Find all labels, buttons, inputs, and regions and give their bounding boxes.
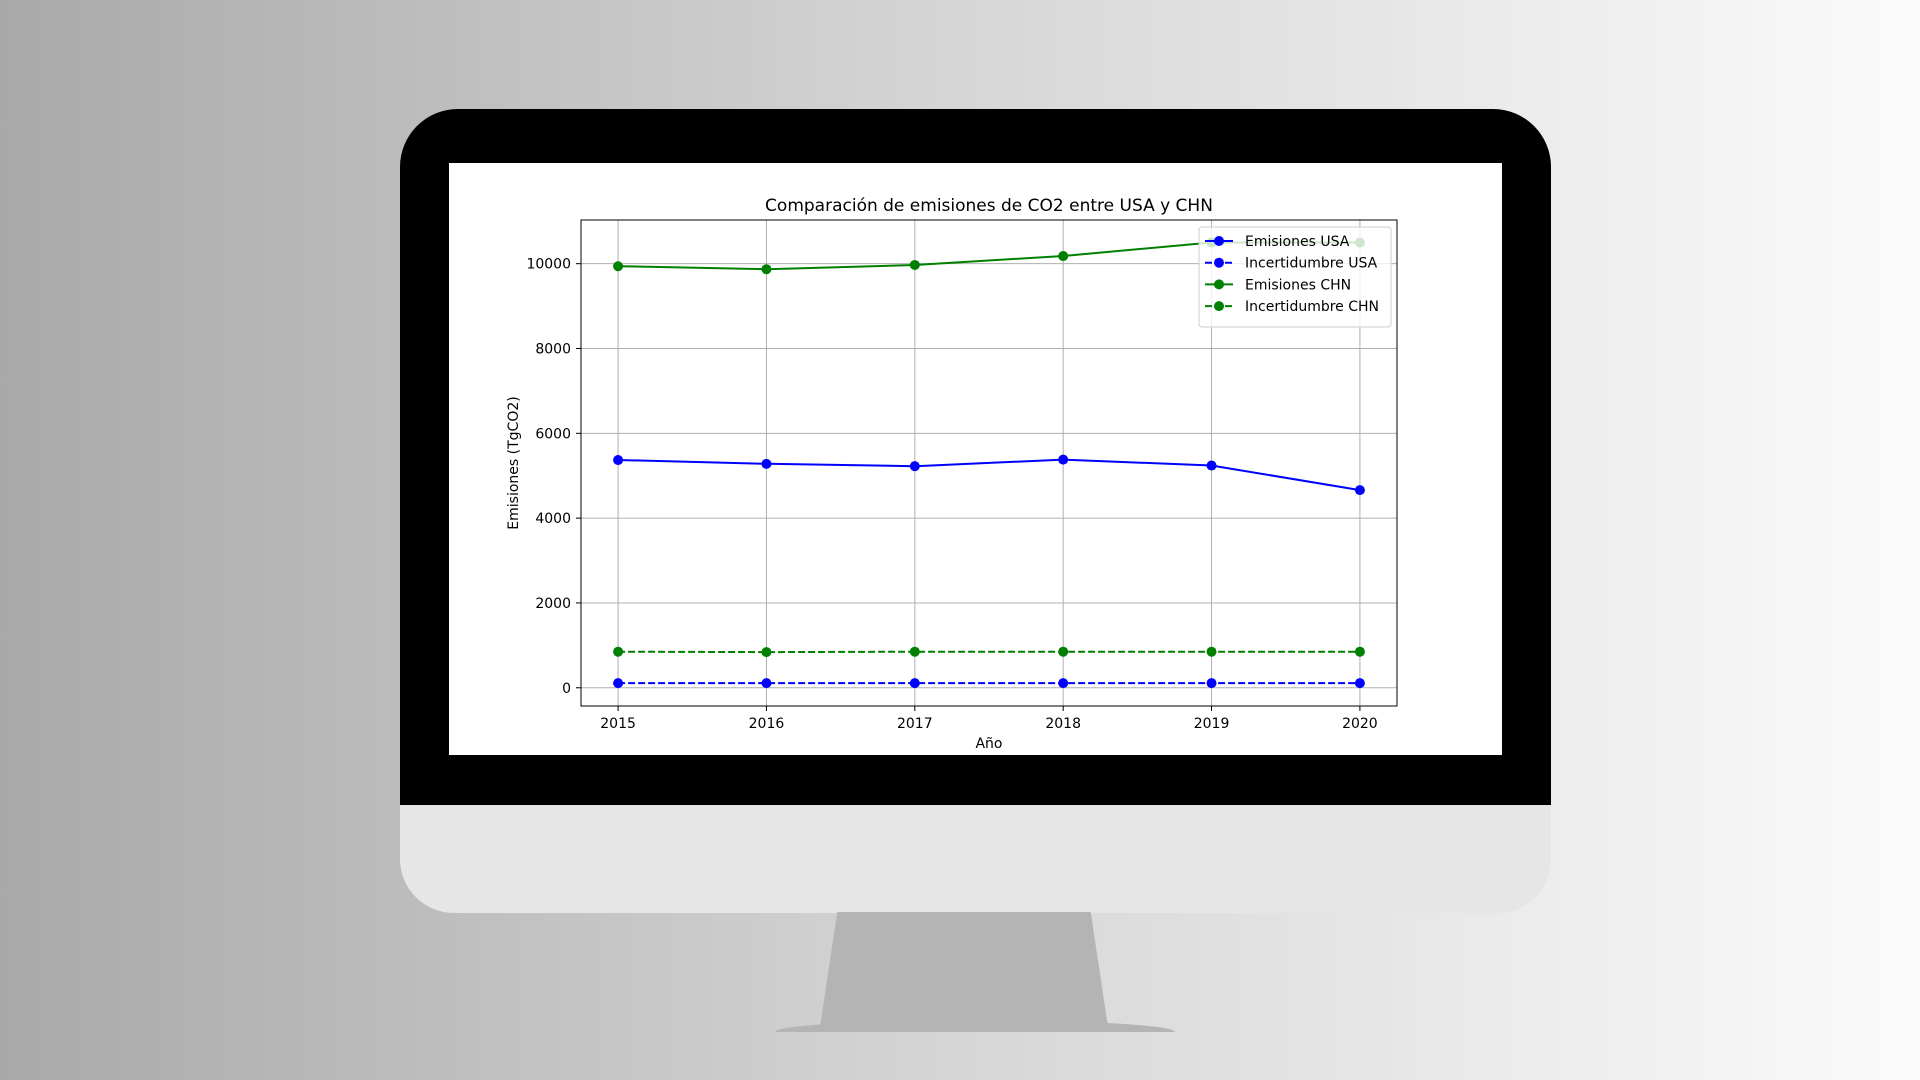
y-axis-label: Emisiones (TgCO2) [506,396,522,529]
monitor-screen: 2015 2016 2017 2018 2019 2020 0 2000 4000 6000 80… [449,163,1502,755]
y-tick-label: 10000 [526,257,571,273]
legend-label: Emisiones CHN [1245,277,1351,293]
x-tick-label: 2017 [897,716,933,732]
data-point [613,261,624,272]
monitor-stand-foot [775,1020,1175,1032]
legend-marker [1214,279,1224,290]
data-point [761,264,772,275]
data-point [1058,251,1069,262]
data-point [1354,678,1365,689]
data-point [1354,646,1365,657]
legend-marker [1214,257,1224,268]
legend-marker [1214,236,1224,246]
data-point [613,646,624,657]
legend-label: Emisiones USA [1245,234,1350,250]
legend: Emisiones USA Incertidumbre USA Emisiones … [1198,226,1392,328]
y-tick-label: 0 [562,681,571,697]
x-axis: 2015 2016 2017 2018 2019 2020 [600,706,1378,732]
monitor-stand-neck [820,912,1108,1027]
legend-label: Incertidumbre CHN [1245,299,1379,315]
data-point [613,455,624,466]
data-point [1354,485,1365,496]
plot-frame [580,219,1398,707]
data-point [909,678,920,689]
legend-box [1198,226,1392,328]
data-point [1206,678,1217,689]
chart-title: Comparación de emisiones de CO2 entre US… [765,196,1213,216]
data-point [761,647,772,658]
data-point [909,461,920,472]
data-point [1058,678,1069,689]
x-tick-label: 2019 [1194,716,1230,732]
legend-marker [1214,301,1224,312]
series-2 [613,678,1365,689]
x-tick-label: 2015 [600,716,636,732]
y-axis: 0 2000 4000 6000 8000 10000 [526,257,581,697]
legend-label: Incertidumbre USA [1245,256,1378,272]
y-tick-label: 2000 [535,596,571,612]
data-point [1058,454,1069,465]
monitor-chin [400,805,1551,913]
data-point [761,678,772,689]
y-tick-label: 8000 [535,341,571,357]
y-tick-label: 6000 [535,426,571,442]
series-line [618,458,1361,492]
data-point [909,259,920,270]
data-point [909,646,920,657]
series-4 [613,646,1365,658]
x-tick-label: 2020 [1342,716,1378,732]
data-point [1058,646,1069,657]
data-point [1206,646,1217,657]
data-point [1206,460,1217,471]
x-axis-label: Año [975,736,1002,752]
x-tick-label: 2016 [749,716,785,732]
line-chart: 2015 2016 2017 2018 2019 2020 0 2000 4000 6000 80… [506,196,1398,752]
y-tick-label: 4000 [535,511,571,527]
x-tick-label: 2018 [1045,716,1081,732]
series-1 [613,454,1365,496]
data-point [613,678,624,689]
data-point [761,458,772,469]
